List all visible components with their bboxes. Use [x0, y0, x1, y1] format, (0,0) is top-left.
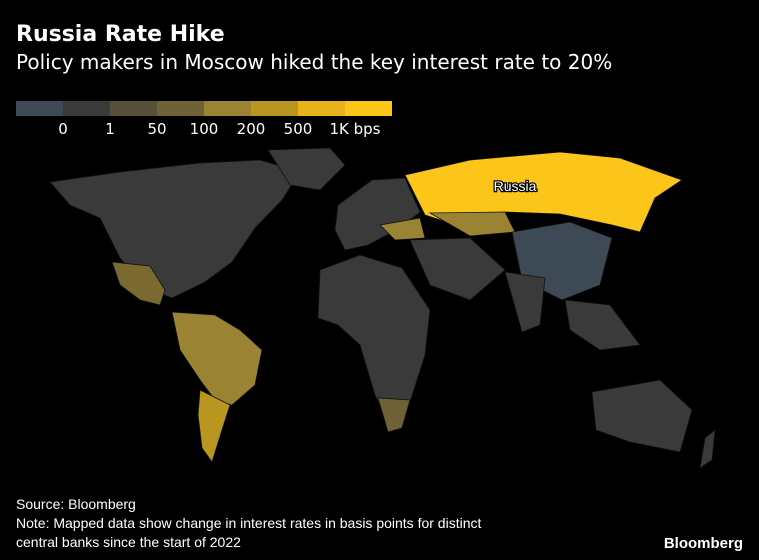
region-se-asia	[564, 299, 641, 351]
region-greenland	[267, 147, 346, 191]
region-argentina	[197, 389, 231, 463]
source-text: Source: Bloomberg	[16, 496, 136, 512]
legend-label: 50	[147, 120, 167, 138]
legend-label: 500	[283, 120, 313, 138]
region-mexico	[111, 261, 166, 306]
region-middle-east	[409, 237, 506, 301]
region-africa	[317, 254, 431, 433]
color-legend	[16, 101, 392, 116]
region-india	[504, 271, 546, 333]
russia-label: Russia	[494, 178, 537, 194]
region-ukraine	[379, 217, 426, 241]
region-south-africa	[377, 397, 411, 433]
note-line-2: central banks since the start of 2022	[16, 534, 241, 550]
legend-label: 200	[236, 120, 266, 138]
legend-swatch	[298, 101, 345, 116]
legend-swatch	[204, 101, 251, 116]
legend-swatch	[16, 101, 63, 116]
legend-label: 1	[105, 120, 115, 138]
legend-swatch	[157, 101, 204, 116]
legend-swatch	[63, 101, 110, 116]
footer: Source: Bloomberg Note: Mapped data show…	[16, 495, 481, 552]
legend-label: 0	[58, 120, 68, 138]
note-line-1: Note: Mapped data show change in interes…	[16, 515, 482, 531]
legend-label: 1K bps	[329, 120, 381, 138]
legend-swatch	[345, 101, 392, 116]
legend-swatch	[251, 101, 298, 116]
bloomberg-logo: Bloomberg	[663, 535, 743, 552]
chart-title: Russia Rate Hike	[16, 22, 225, 47]
region-nz	[699, 429, 716, 469]
region-south-america	[171, 311, 263, 406]
region-north-america	[49, 159, 301, 299]
chart-subtitle: Policy makers in Moscow hiked the key in…	[16, 50, 613, 74]
region-kazakhstan	[428, 211, 516, 237]
legend-swatch	[110, 101, 157, 116]
legend-label: 100	[189, 120, 219, 138]
region-australia	[591, 379, 693, 453]
